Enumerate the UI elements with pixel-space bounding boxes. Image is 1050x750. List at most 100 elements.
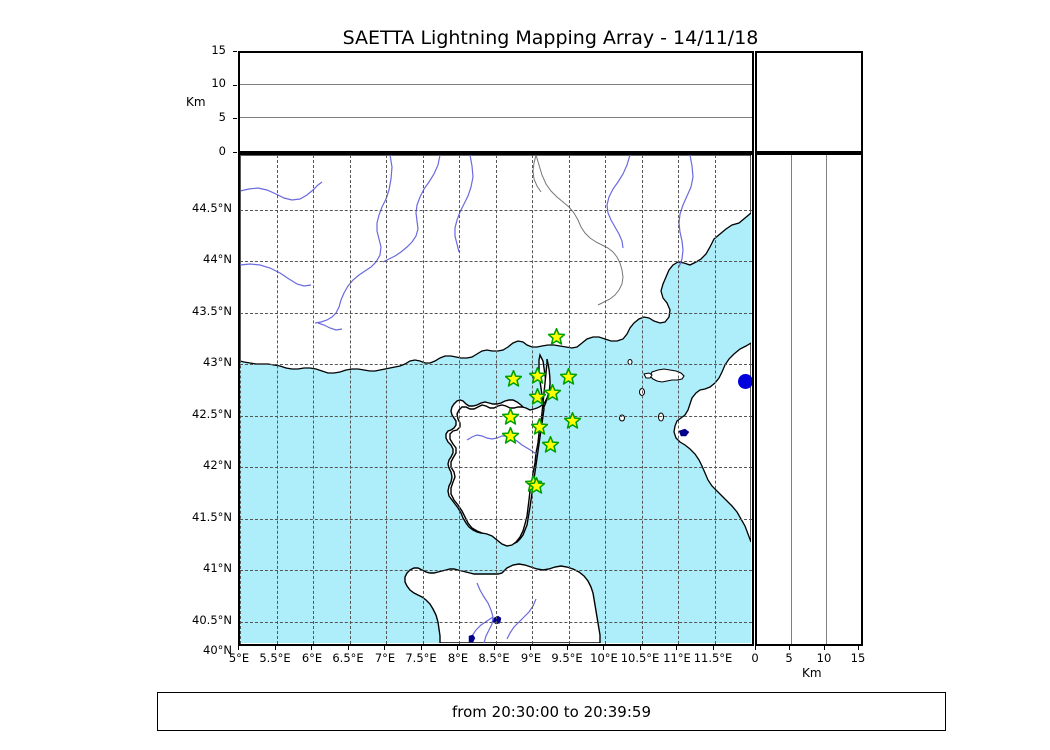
gridline-right-5km (791, 155, 792, 644)
river-arno (678, 155, 694, 268)
top-ytick-0: 0 (218, 144, 226, 158)
lon-tick-8.5: 8.5°E (478, 651, 510, 665)
lma-station-marker (543, 383, 562, 401)
lma-station-marker (502, 426, 520, 444)
map-gridline-lat-44 (240, 261, 752, 262)
lon-tick-10: 10°E (590, 651, 618, 665)
lon-tick-9: 9°E (520, 651, 542, 665)
map-gridline-lon-9.5 (568, 155, 570, 644)
lma-station-marker (504, 370, 523, 388)
lon-tick-6: 6°E (301, 651, 323, 665)
map-gridline-lon-6 (313, 155, 314, 644)
lake-italy-coast (678, 428, 690, 437)
top-cross-section-panel[interactable] (238, 51, 754, 153)
map-gridline-lat-42.5 (240, 415, 752, 417)
gridline-right-10km (826, 155, 827, 644)
lma-station-marker (530, 417, 549, 435)
lat-tick-41.5: 41.5°N (192, 510, 232, 524)
map-gridline-lon-10.5 (641, 155, 643, 644)
border-swiss (532, 155, 542, 193)
tick-right-x-10 (824, 646, 825, 650)
tick-lon-8.5 (493, 646, 495, 650)
top-ytick-15: 15 (211, 43, 226, 57)
map-gridline-lon-8 (459, 155, 460, 644)
lon-tick-11: 11°E (663, 651, 691, 665)
map-gridline-lon-5.5 (276, 155, 278, 644)
map-gridline-lon-8.5 (495, 155, 497, 644)
lat-tick-44: 44°N (203, 252, 232, 266)
lon-tick-5.5: 5.5°E (259, 651, 291, 665)
river-po-tributary (606, 155, 631, 249)
status-bar-text: from 20:30:00 to 20:39:59 (451, 702, 651, 721)
tick-lon-8 (457, 646, 458, 650)
map-gridline-lon-6.5 (349, 155, 351, 644)
tick-top-y-5 (233, 118, 237, 119)
gridline-top-10km (240, 84, 752, 85)
lma-station-marker (563, 411, 581, 429)
lon-tick-9.5: 9.5°E (551, 651, 583, 665)
island-pianosa (619, 414, 625, 422)
tick-lon-9.5 (566, 646, 568, 650)
right-cross-section-panel[interactable] (755, 153, 863, 646)
right-xtick-10: 10 (816, 651, 832, 665)
map-gridline-lat-41 (240, 570, 752, 571)
gridline-top-5km (240, 117, 752, 118)
tick-lon-6.5 (347, 646, 349, 650)
right-xtick-5: 5 (785, 651, 793, 665)
elba-island-tail (643, 372, 653, 379)
map-gridline-lat-44.5 (240, 209, 752, 211)
map-gridline-lon-11 (678, 155, 679, 644)
map-panel[interactable] (238, 153, 754, 646)
river-sardinia-north (476, 582, 494, 643)
lon-tick-8: 8°E (447, 651, 469, 665)
lma-station-marker (559, 368, 578, 386)
map-gridline-lon-7 (386, 155, 387, 644)
lat-tick-40.5: 40.5°N (192, 613, 232, 627)
river-durance (382, 155, 441, 263)
map-gridline-lon-11.5 (714, 155, 716, 644)
map-gridline-lat-42 (240, 467, 752, 468)
map-gridline-lat-43 (240, 364, 752, 365)
map-gridline-lon-10 (605, 155, 606, 644)
lma-station-marker (541, 436, 560, 453)
river-saone (454, 155, 474, 253)
river-rhone-delta (317, 322, 343, 331)
tick-top-y-0 (233, 152, 237, 153)
river-rhone (314, 155, 393, 324)
lon-tick-10.5: 10.5°E (620, 651, 660, 665)
corner-panel[interactable] (755, 51, 863, 153)
lon-tick-7.5: 7.5°E (405, 651, 437, 665)
border-france-italy (535, 155, 624, 306)
lat-tick-43: 43°N (203, 355, 232, 369)
tick-top-y-15 (233, 51, 237, 52)
map-inner (240, 155, 752, 644)
country-borders-layer (532, 155, 624, 306)
tick-lon-9 (530, 646, 531, 650)
river-corsica (466, 434, 537, 455)
top-ytick-10: 10 (211, 76, 226, 90)
lat-tick-44.5: 44.5°N (192, 201, 232, 215)
right-xtick-15: 15 (850, 651, 866, 665)
tick-lon-5.5 (274, 646, 276, 650)
page-title: SAETTA Lightning Mapping Array - 14/11/1… (342, 27, 759, 49)
lma-station-marker (547, 328, 565, 346)
river-sardinia-mid (471, 616, 494, 637)
right-xtick-0: 0 (751, 651, 759, 665)
elba-island (649, 368, 685, 383)
tick-right-x-0 (755, 646, 756, 650)
tick-lon-5 (238, 646, 239, 650)
status-bar[interactable]: from 20:30:00 to 20:39:59 (157, 692, 946, 731)
tick-top-y-10 (233, 85, 237, 86)
rivers-layer (240, 155, 694, 331)
map-gridline-lat-43.5 (240, 312, 752, 314)
lon-tick-5: 5°E (228, 651, 250, 665)
lon-tick-6.5: 6.5°E (332, 651, 364, 665)
lat-tick-43.5: 43.5°N (192, 304, 232, 318)
lma-station-marker (501, 408, 519, 426)
tick-lon-10 (603, 646, 604, 650)
lma-station-marker (529, 367, 547, 385)
italy-west-coast (673, 342, 751, 543)
map-gridline-lon-5 (240, 155, 241, 644)
tick-lon-7 (384, 646, 385, 650)
